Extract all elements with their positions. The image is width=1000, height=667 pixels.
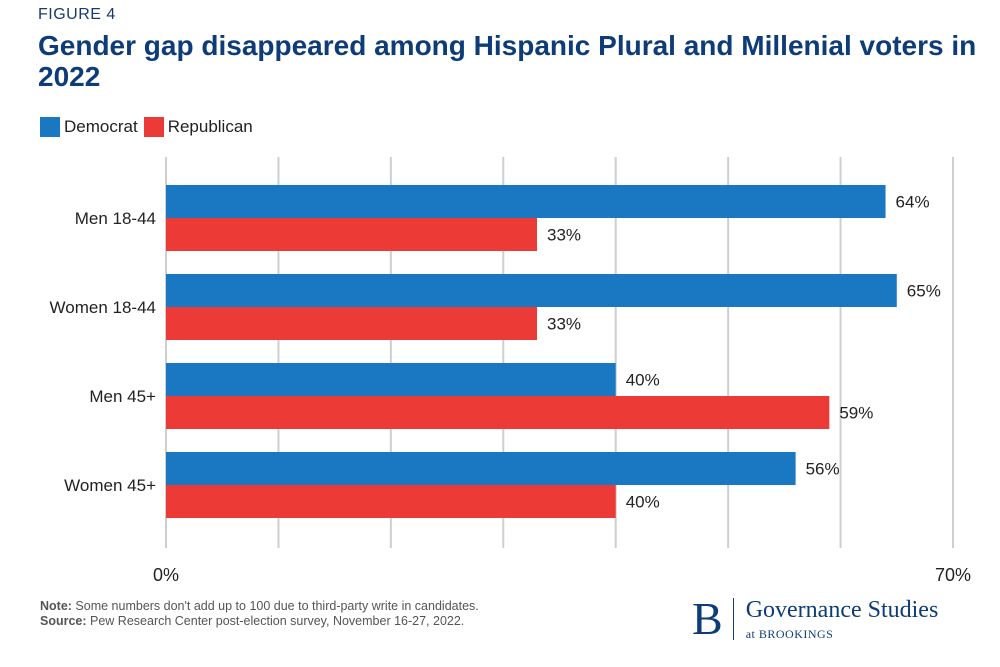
logo-main-text: Governance Studies	[745, 596, 939, 623]
legend: Democrat Republican	[40, 117, 259, 137]
data-label: 64%	[896, 193, 930, 212]
data-label: 40%	[626, 371, 660, 390]
brookings-b-icon: B	[692, 593, 723, 644]
figure-label: FIGURE 4	[38, 6, 116, 23]
legend-item-republican: Republican	[143, 117, 253, 137]
source-text: Pew Research Center post-election survey…	[86, 614, 465, 628]
data-label: 65%	[907, 282, 941, 301]
note-label: Note:	[40, 599, 72, 613]
data-label: 33%	[547, 226, 581, 245]
logo-text: Governance Studies at BROOKINGS	[746, 597, 939, 642]
chart-title: Gender gap disappeared among Hispanic Pl…	[38, 30, 977, 92]
source-line: Source: Pew Research Center post-electio…	[40, 614, 479, 629]
bar-republican	[166, 307, 538, 340]
bar-democrat	[166, 185, 886, 218]
legend-label-democrat: Democrat	[64, 117, 138, 136]
category-label: Men 18-44	[75, 209, 156, 228]
legend-swatch-republican	[143, 117, 164, 137]
bar-republican	[166, 218, 538, 251]
data-label: 56%	[806, 460, 840, 479]
bar-republican	[166, 485, 616, 518]
legend-item-democrat: Democrat	[40, 117, 138, 137]
bar-democrat	[166, 452, 796, 485]
logo-sub-text: at BROOKINGS	[745, 626, 834, 641]
footer-notes: Note: Some numbers don't add up to 100 d…	[40, 599, 479, 629]
source-label: Source:	[40, 614, 87, 628]
category-label: Men 45+	[89, 387, 156, 406]
bar-republican	[166, 396, 830, 429]
note-line: Note: Some numbers don't add up to 100 d…	[40, 599, 479, 614]
data-label: 33%	[547, 315, 581, 334]
data-label: 40%	[626, 493, 660, 512]
category-label: Women 18-44	[50, 298, 156, 317]
brookings-logo: B Governance Studies at BROOKINGS	[692, 596, 938, 642]
x-tick-label: 70%	[935, 565, 971, 585]
legend-swatch-democrat	[40, 117, 60, 137]
x-tick-label: 0%	[153, 565, 179, 585]
category-label: Women 45+	[64, 476, 156, 495]
logo-divider	[732, 598, 734, 640]
legend-label-republican: Republican	[167, 117, 253, 136]
bar-democrat	[166, 274, 897, 307]
bar-democrat	[166, 363, 616, 396]
note-text: Some numbers don't add up to 100 due to …	[71, 599, 479, 613]
data-label: 59%	[839, 404, 873, 423]
